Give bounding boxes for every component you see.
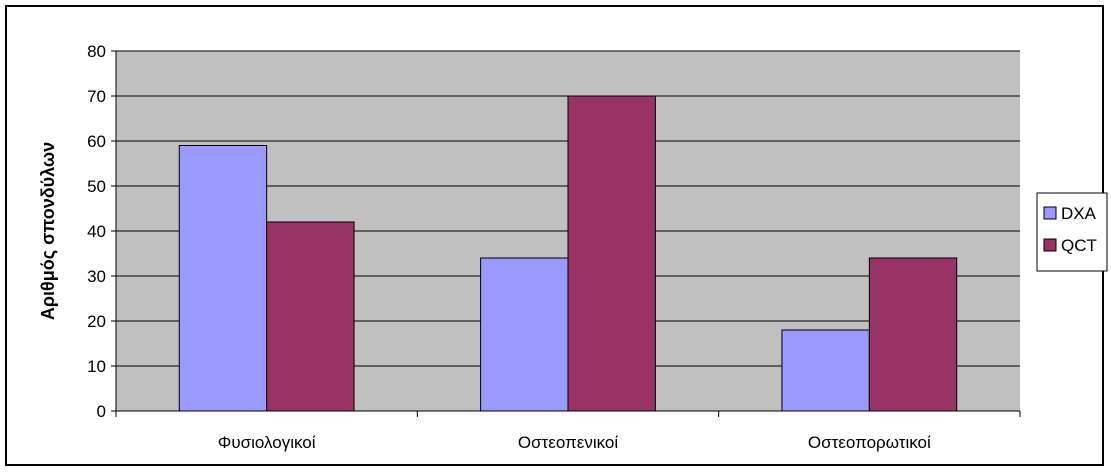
x-category-labels: Φυσιολογικοί Οστεοπενικοί Οστεοπορωτικοί xyxy=(218,433,931,452)
y-tick-labels: 0 10 20 30 40 50 60 70 80 xyxy=(87,42,106,421)
y-tick-label: 40 xyxy=(87,222,106,241)
bar-dxa-1 xyxy=(178,145,268,412)
legend-label-dxa: DXA xyxy=(1061,204,1097,223)
y-tick-label: 70 xyxy=(87,87,106,106)
bar-dxa-3 xyxy=(781,329,870,412)
y-tick-label: 80 xyxy=(87,42,106,61)
legend-swatch-qct xyxy=(1043,238,1057,252)
legend-label-qct: QCT xyxy=(1061,236,1097,255)
bar-qct-3 xyxy=(868,257,958,412)
legend: DXA QCT xyxy=(1036,192,1108,272)
y-axis-label: Αριθμός σπονδύλων xyxy=(38,142,58,320)
x-category-label: Φυσιολογικοί xyxy=(218,433,316,452)
x-category-label: Οστεοπορωτικοί xyxy=(808,433,931,452)
axes xyxy=(111,50,1021,417)
y-tick-label: 0 xyxy=(97,402,106,421)
legend-swatch-dxa xyxy=(1043,206,1057,220)
y-tick-label: 20 xyxy=(87,312,106,331)
legend-box xyxy=(1036,192,1108,272)
y-tick-label: 30 xyxy=(87,267,106,286)
bar-qct-2 xyxy=(567,95,656,412)
x-category-label: Οστεοπενικοί xyxy=(518,433,619,452)
bar-qct-1 xyxy=(266,221,355,412)
y-tick-label: 10 xyxy=(87,357,106,376)
bar-dxa-2 xyxy=(480,257,569,412)
y-tick-label: 60 xyxy=(87,132,106,151)
y-tick-label: 50 xyxy=(87,177,106,196)
bars xyxy=(178,95,958,412)
